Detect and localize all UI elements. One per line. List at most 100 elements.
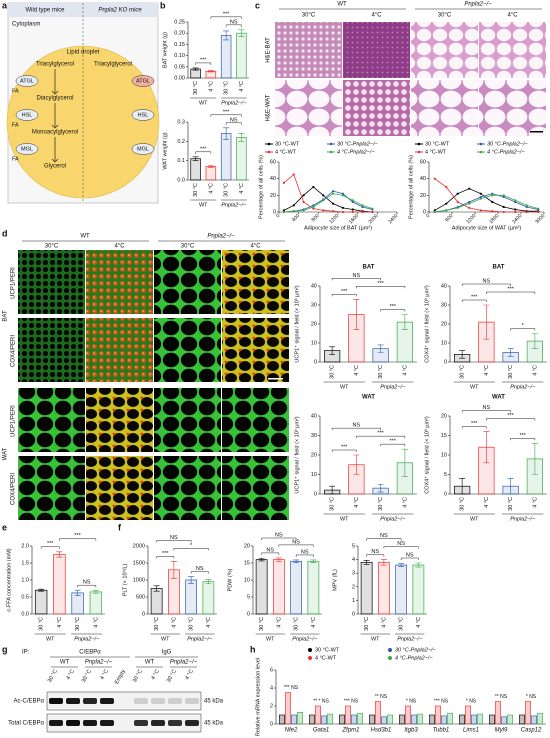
bar	[378, 561, 390, 615]
bar	[395, 564, 407, 615]
significance-label: NS	[266, 547, 274, 553]
x-tick-label: 30 °C	[378, 497, 384, 511]
point	[468, 200, 471, 204]
significance-bracket	[366, 554, 385, 557]
x-tick-label: 4 °C	[532, 497, 538, 508]
group-label: Pnpla2−/−	[510, 516, 536, 522]
x-tick-label: 4 °C	[57, 617, 63, 628]
group-label: Pnpla2−/−	[510, 384, 536, 390]
genotype-label: Pnpla2−/−	[207, 234, 235, 240]
series-line	[434, 178, 539, 213]
significance-bracket	[383, 546, 419, 549]
significance-label: NS	[83, 580, 91, 586]
bar	[53, 554, 66, 615]
error-bar	[238, 29, 245, 37]
y-tick-label: 4	[352, 557, 355, 563]
significance-bracket	[380, 309, 406, 312]
bar	[360, 561, 373, 615]
significance-label: *** NS	[344, 698, 359, 704]
enzyme-oval	[15, 75, 39, 87]
point	[502, 210, 505, 214]
enzyme-oval	[15, 109, 39, 121]
point	[433, 209, 436, 212]
bar	[71, 592, 84, 615]
step-label: Diacylglycerol	[36, 96, 73, 102]
bar	[404, 705, 411, 725]
y-tick-label: 20	[311, 452, 317, 458]
y-tick-label: 40	[311, 413, 317, 419]
enzyme-oval	[131, 75, 155, 87]
stain-label: UCP1/PERI	[11, 405, 17, 437]
lane-label: Empty	[114, 669, 127, 686]
error-bar	[377, 483, 384, 493]
x-tick-label: Zfpm1	[341, 728, 359, 734]
micrograph	[222, 456, 289, 520]
significance-label: NS	[301, 549, 309, 555]
y-tick-label: 60	[420, 159, 426, 165]
x-tick-label: 4 °C	[354, 365, 360, 376]
y-tick-label: 20	[441, 413, 447, 419]
bar	[356, 712, 363, 725]
x-tick-label: 2400	[511, 213, 523, 225]
error-bar	[238, 133, 245, 142]
y-tick-label: 30	[311, 302, 317, 308]
significance-bracket	[278, 544, 314, 547]
temp-label: 4°C	[371, 13, 382, 19]
y-axis-label: c-FFA concentration (mM)	[6, 548, 12, 611]
error-bar	[329, 346, 336, 355]
point	[491, 210, 494, 213]
micrograph	[411, 22, 478, 78]
micrograph	[343, 22, 410, 78]
point	[433, 177, 436, 180]
error-bar	[293, 559, 300, 563]
bar	[273, 559, 285, 615]
temp-label: 4°C	[507, 13, 518, 19]
point	[351, 200, 354, 204]
chart-title: WAT	[492, 395, 505, 401]
band	[100, 698, 114, 704]
y-tick-label: 20	[244, 543, 250, 549]
significance-label: NS	[397, 541, 405, 547]
bar	[205, 166, 217, 181]
temp-label: 30°C	[45, 244, 59, 250]
series-line	[283, 173, 373, 213]
error-bar	[205, 579, 212, 585]
genotype-label: WT	[80, 234, 90, 240]
micrograph	[222, 318, 289, 382]
genotype-label: WT	[60, 660, 70, 666]
bar	[506, 714, 513, 725]
micrograph	[479, 22, 546, 78]
significance-label: ***	[341, 289, 348, 295]
x-tick-label: 30 °C	[259, 617, 265, 631]
point	[502, 195, 505, 199]
x-axis-label: Adipocyte size of WAT (µm²)	[452, 225, 522, 231]
point	[341, 210, 345, 214]
x-tick-label: 4 °C	[239, 183, 245, 194]
bar	[464, 705, 471, 725]
arrow-head	[51, 158, 59, 163]
y-axis-label: Percentage of all cells (%)	[258, 155, 264, 219]
bar	[488, 714, 495, 725]
significance-bracket	[156, 556, 175, 559]
bar	[255, 559, 268, 615]
significance-label: ** NS	[375, 694, 388, 700]
significance-label: ***	[74, 533, 81, 539]
significance-label: ***	[200, 57, 207, 63]
point	[445, 202, 448, 205]
micrograph	[86, 388, 153, 452]
error-bar	[401, 448, 408, 477]
lane-label: 4 °C	[184, 669, 195, 681]
y-tick-label: 2000	[133, 543, 145, 549]
legend-marker	[388, 656, 392, 660]
significance-label: NS	[380, 533, 388, 539]
band	[49, 720, 63, 726]
x-tick-label: Myl9	[495, 728, 508, 734]
enzyme-oval	[15, 143, 39, 155]
y-tick-label: 0.1	[177, 158, 185, 164]
x-tick-label: 1600	[348, 213, 360, 225]
y-axis-label: Relative mRNA expression level	[255, 658, 261, 736]
x-tick-label: Nfe2	[285, 728, 298, 734]
x-tick-label: 30 °C	[294, 617, 300, 631]
cytoplasm-label: Cytoplasm	[12, 22, 40, 28]
significance-label: ***	[507, 286, 514, 292]
